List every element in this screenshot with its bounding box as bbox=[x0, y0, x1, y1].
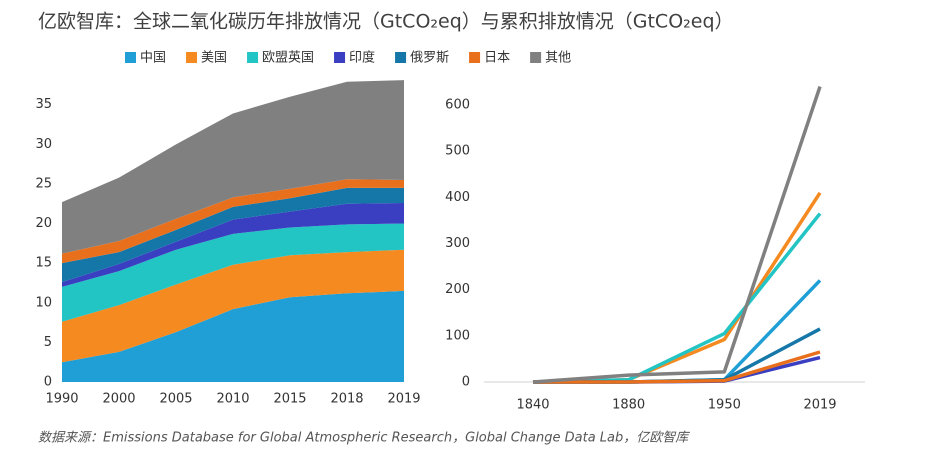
y-tick-label: 600 bbox=[445, 98, 470, 113]
area bbox=[62, 179, 404, 264]
y-tick-label: 0 bbox=[462, 375, 470, 390]
x-tick-label: 2018 bbox=[330, 392, 363, 407]
source-note: 数据来源：Emissions Database for Global Atmos… bbox=[38, 431, 690, 446]
y-tick-label: 5 bbox=[44, 335, 52, 350]
area bbox=[62, 249, 404, 363]
y-tick-label: 35 bbox=[35, 97, 52, 112]
x-tick-label: 2005 bbox=[159, 392, 192, 407]
y-tick-label: 15 bbox=[35, 256, 52, 271]
line bbox=[532, 212, 822, 384]
x-tick-label: 2000 bbox=[102, 392, 135, 407]
y-tick-label: 0 bbox=[44, 375, 52, 390]
area bbox=[62, 290, 404, 382]
x-tick-label: 1880 bbox=[612, 398, 645, 413]
y-tick-label: 10 bbox=[35, 295, 52, 310]
legend-label: 俄罗斯 bbox=[410, 51, 449, 66]
legend-swatch bbox=[469, 52, 481, 63]
x-tick-label: 2019 bbox=[803, 398, 836, 413]
legend-label: 欧盟英国 bbox=[262, 51, 314, 66]
area bbox=[62, 202, 404, 287]
legend-label: 日本 bbox=[484, 51, 510, 66]
chart-title: 亿欧智库：全球二氧化碳历年排放情况（GtCO₂eq）与累积排放情况（GtCO₂e… bbox=[38, 11, 734, 33]
area bbox=[62, 80, 404, 254]
legend-label: 中国 bbox=[140, 51, 166, 66]
y-tick-label: 20 bbox=[35, 216, 52, 231]
x-tick-label: 2019 bbox=[387, 392, 420, 407]
line bbox=[532, 86, 822, 384]
y-tick-label: 100 bbox=[445, 328, 470, 343]
legend-label: 美国 bbox=[201, 51, 227, 66]
x-tick-label: 2010 bbox=[216, 392, 249, 407]
legend-label: 印度 bbox=[349, 50, 375, 66]
legend-swatch bbox=[334, 52, 346, 63]
area bbox=[62, 187, 404, 283]
line bbox=[533, 350, 821, 384]
legend-swatch bbox=[247, 52, 259, 63]
y-tick-label: 300 bbox=[445, 236, 470, 251]
y-tick-label: 25 bbox=[35, 176, 52, 191]
x-tick-label: 1990 bbox=[45, 392, 78, 407]
x-tick-label: 1840 bbox=[516, 398, 549, 413]
legend-swatch bbox=[395, 52, 407, 63]
y-tick-label: 30 bbox=[35, 137, 52, 152]
y-tick-label: 500 bbox=[445, 144, 470, 159]
legend-swatch bbox=[530, 52, 542, 63]
x-tick-label: 2015 bbox=[273, 392, 306, 407]
legend-swatch bbox=[186, 52, 198, 63]
legend-label: 其他 bbox=[545, 51, 571, 66]
y-tick-label: 200 bbox=[445, 282, 470, 297]
legend-swatch bbox=[125, 52, 136, 63]
x-tick-label: 1950 bbox=[708, 398, 741, 413]
area bbox=[62, 223, 404, 322]
y-tick-label: 400 bbox=[445, 190, 470, 205]
